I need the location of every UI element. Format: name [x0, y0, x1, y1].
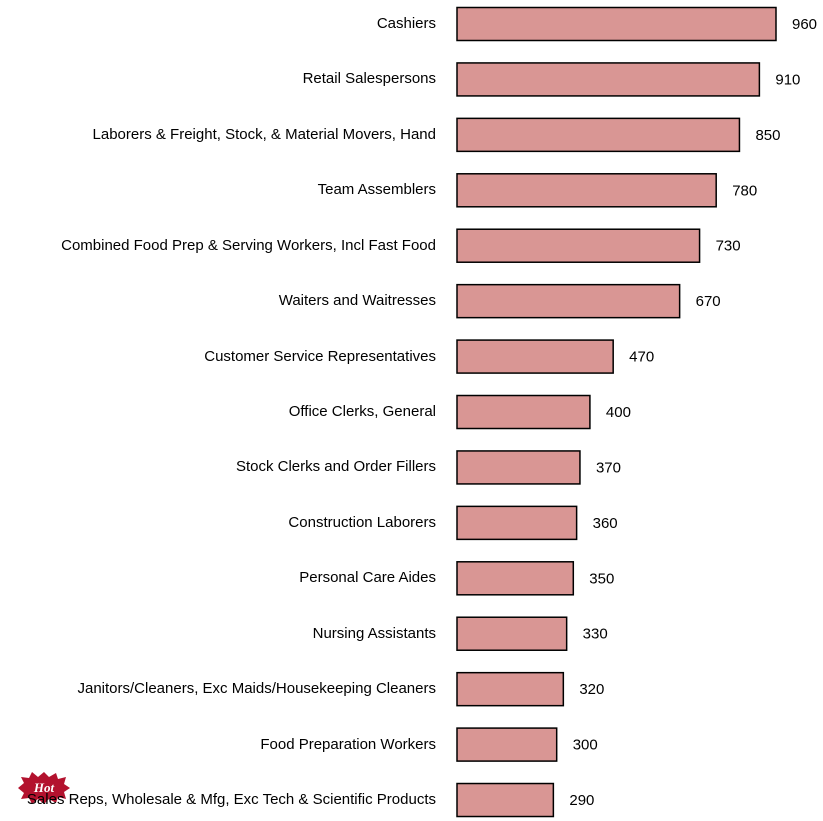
bar — [456, 228, 701, 263]
category-label: Janitors/Cleaners, Exc Maids/Housekeepin… — [77, 680, 436, 698]
bar — [456, 671, 565, 707]
value-label: 730 — [716, 238, 741, 255]
value-label: 370 — [596, 459, 621, 476]
category-label: Customer Service Representatives — [204, 347, 436, 365]
value-label: 320 — [579, 681, 604, 698]
value-label: 350 — [589, 570, 614, 587]
category-label: Office Clerks, General — [288, 403, 436, 420]
value-label: 910 — [775, 71, 800, 88]
bar — [456, 283, 681, 319]
value-label: 400 — [606, 404, 631, 421]
bar — [456, 6, 777, 42]
bar — [456, 394, 591, 430]
category-label: Team Assemblers — [317, 181, 436, 199]
category-label: Laborers & Freight, Stock, & Material Mo… — [92, 125, 436, 143]
bar — [456, 561, 575, 596]
bar — [456, 782, 555, 818]
hot-burst — [18, 772, 70, 804]
value-label: 330 — [583, 626, 608, 643]
value-label: 960 — [792, 16, 817, 33]
bar — [456, 117, 741, 153]
category-label: Food Preparation Workers — [260, 735, 436, 753]
bar — [456, 616, 568, 651]
category-label: Sales Reps, Wholesale & Mfg, Exc Tech & … — [26, 791, 436, 809]
hot-label: Hot — [33, 780, 55, 795]
category-label: Nursing Assistants — [312, 624, 436, 642]
bar — [456, 727, 558, 762]
category-label: Cashiers — [376, 15, 436, 32]
bar — [456, 450, 581, 485]
bar — [456, 62, 761, 97]
category-label: Retail Salespersons — [302, 70, 436, 88]
category-label: Personal Care Aides — [299, 569, 436, 587]
bar — [456, 339, 614, 374]
value-label: 850 — [755, 127, 780, 144]
value-label: 300 — [573, 737, 598, 754]
category-label: Construction Laborers — [288, 513, 436, 531]
category-label: Combined Food Prep & Serving Workers, In… — [61, 236, 436, 254]
category-label: Stock Clerks and Order Fillers — [235, 458, 436, 476]
value-label: 360 — [593, 515, 618, 532]
hot-badge: Hot — [18, 772, 70, 804]
value-label: 780 — [732, 182, 757, 199]
value-label: 670 — [696, 293, 721, 310]
value-label: 290 — [569, 792, 594, 809]
bar — [456, 173, 717, 208]
bar — [456, 505, 578, 541]
value-label: 470 — [629, 349, 654, 366]
category-label: Waiters and Waitresses — [278, 292, 436, 310]
